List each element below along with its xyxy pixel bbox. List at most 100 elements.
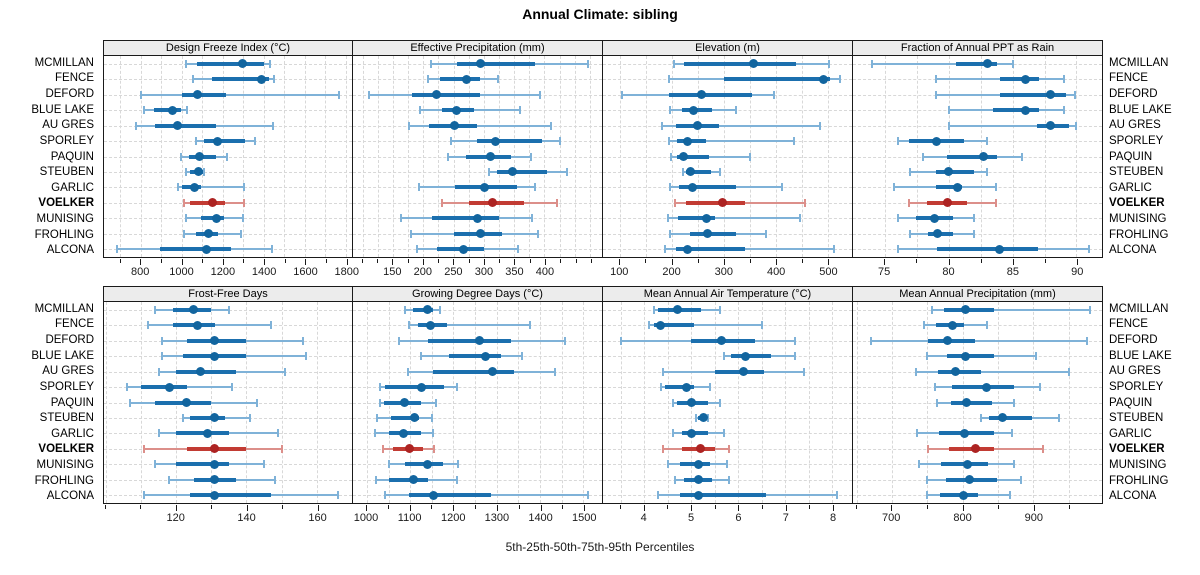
x-tick xyxy=(104,505,106,509)
panel-body-frost-free-days xyxy=(103,301,353,504)
whisker-cap-left xyxy=(916,429,919,438)
x-tick xyxy=(453,505,455,511)
whisker-cap-right xyxy=(226,152,229,161)
x-tick xyxy=(643,505,645,511)
whisker-cap-right xyxy=(529,152,532,161)
whisker-cap-left xyxy=(660,121,663,130)
x-tick-label: 1500 xyxy=(571,512,597,524)
whisker-cap-right xyxy=(1074,90,1077,99)
median-dot xyxy=(461,74,471,84)
x-tick-label: 800 xyxy=(131,266,150,278)
whisker-cap-left xyxy=(146,321,149,330)
station-label: SPORLEY xyxy=(1109,134,1164,147)
whisker-cap-left xyxy=(398,336,401,345)
whisker-cap-right xyxy=(243,183,246,192)
whisker-line xyxy=(871,339,1088,342)
station-label: FENCE xyxy=(1109,318,1148,331)
whisker-cap-right xyxy=(555,198,558,207)
whisker-cap-right xyxy=(549,121,552,130)
x-tick xyxy=(140,259,142,265)
median-dot xyxy=(965,475,975,485)
median-dot xyxy=(717,336,727,346)
iqr-bar xyxy=(385,385,444,390)
whisker-cap-left xyxy=(695,413,698,422)
x-tick xyxy=(667,505,669,509)
whisker-cap-left xyxy=(917,460,920,469)
x-tick xyxy=(998,505,1000,509)
whisker-cap-left xyxy=(191,75,194,84)
median-dot xyxy=(210,490,220,500)
x-tick-label: 1100 xyxy=(397,512,422,524)
whisker-cap-right xyxy=(269,59,272,68)
grid-line-y xyxy=(853,233,1102,235)
whisker-cap-left xyxy=(909,229,912,238)
median-dot xyxy=(479,182,489,192)
whisker-cap-left xyxy=(926,491,929,500)
x-tick xyxy=(828,259,830,265)
iqr-bar xyxy=(993,108,1040,113)
whisker-cap-right xyxy=(723,429,726,438)
station-labels-left-row1: MCMILLAN FENCE DEFORD BLUE LAKE AU GRES SPORL… xyxy=(0,301,99,504)
x-tick xyxy=(387,505,389,509)
station-label: MCMILLAN xyxy=(34,302,94,315)
whisker-cap-left xyxy=(140,90,143,99)
x-tick xyxy=(361,259,363,263)
whisker-cap-left xyxy=(652,305,655,314)
whisker-line xyxy=(409,324,530,327)
x-tick xyxy=(671,259,673,265)
iqr-bar xyxy=(683,61,797,66)
whisker-cap-left xyxy=(447,152,450,161)
whisker-cap-right xyxy=(284,367,287,376)
x-tick xyxy=(518,505,520,509)
whisker-cap-right xyxy=(240,229,243,238)
whisker-cap-left xyxy=(157,429,160,438)
whisker-cap-left xyxy=(115,245,118,254)
whisker-cap-left xyxy=(125,383,128,392)
whisker-cap-right xyxy=(985,321,988,330)
x-tick xyxy=(160,259,162,263)
panel-axis-mean-annual-air-temperature-c: 4 5 6 7 8 xyxy=(602,505,853,527)
whisker-cap-right xyxy=(1009,491,1012,500)
whisker-cap-left xyxy=(674,198,677,207)
whisker-cap-right xyxy=(827,59,830,68)
x-tick xyxy=(305,259,307,265)
iqr-bar xyxy=(679,493,767,498)
whisker-cap-right xyxy=(727,475,730,484)
station-label: DEFORD xyxy=(45,334,94,347)
panel-strip-mean-annual-precipitation-mm: Mean Annual Precipitation (mm) xyxy=(852,286,1103,302)
iqr-bar xyxy=(999,77,1040,82)
x-tick-label: 400 xyxy=(535,266,555,278)
whisker-cap-right xyxy=(271,121,274,130)
whisker-cap-right xyxy=(248,413,251,422)
whisker-cap-right xyxy=(337,90,340,99)
median-dot xyxy=(480,351,490,361)
median-dot xyxy=(960,305,970,315)
whisker-cap-left xyxy=(441,198,444,207)
station-label: VOELKER xyxy=(38,197,94,210)
median-dot xyxy=(490,136,500,146)
station-label: MCMILLAN xyxy=(1109,302,1169,315)
median-dot xyxy=(693,475,703,485)
median-dot xyxy=(942,198,952,208)
median-dot xyxy=(982,59,992,69)
whisker-cap-left xyxy=(379,398,382,407)
whisker-cap-left xyxy=(659,383,662,392)
station-label: FENCE xyxy=(55,72,94,85)
median-dot xyxy=(450,121,460,131)
whisker-cap-right xyxy=(1088,305,1091,314)
x-tick xyxy=(483,259,485,265)
median-dot xyxy=(212,213,222,223)
whisker-cap-left xyxy=(378,383,381,392)
median-dot xyxy=(189,305,199,315)
whisker-cap-right xyxy=(1088,245,1091,254)
x-tick xyxy=(422,259,424,265)
iqr-bar xyxy=(176,369,236,374)
whisker-cap-left xyxy=(142,106,145,115)
median-dot xyxy=(459,244,469,254)
station-label: MCMILLAN xyxy=(1109,56,1169,69)
x-tick-label: 4 xyxy=(640,512,647,524)
iqr-bar xyxy=(679,185,736,190)
whisker-cap-right xyxy=(455,383,458,392)
whisker-cap-left xyxy=(657,491,660,500)
station-label: ALCONA xyxy=(46,490,94,503)
